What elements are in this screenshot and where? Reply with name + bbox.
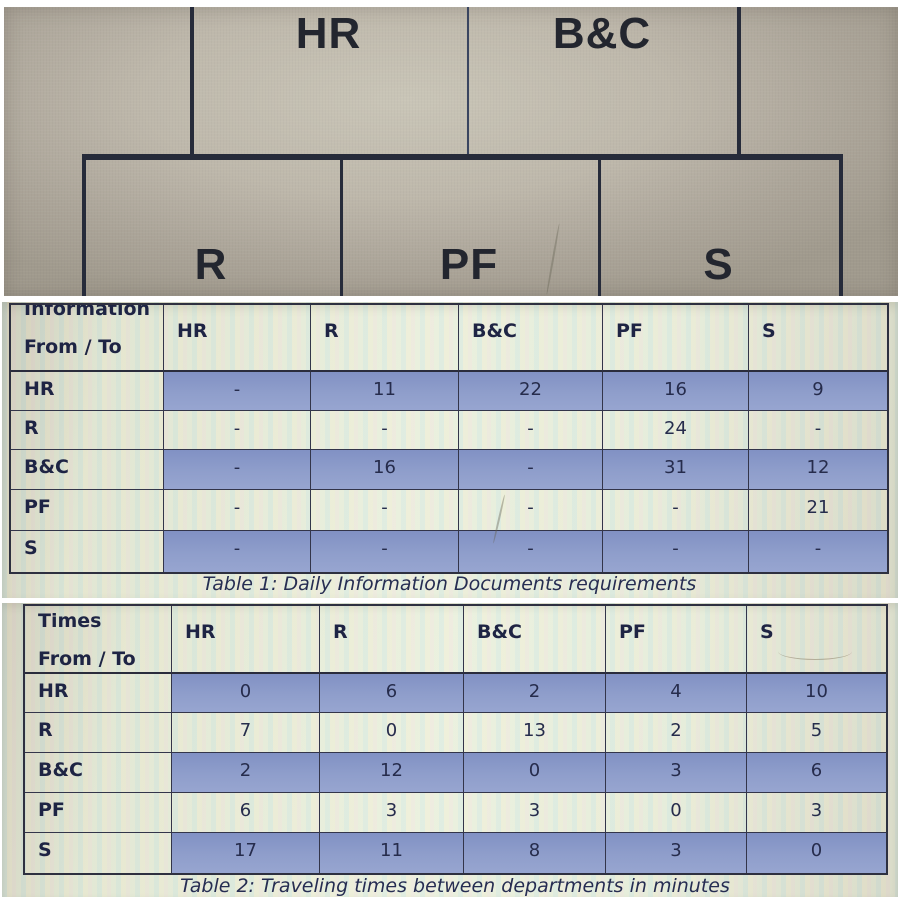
- table1-from-to-label: From / To: [24, 336, 122, 358]
- wall-bottom-div1: [340, 158, 343, 296]
- table2-corner-cell: Times From / To: [25, 606, 172, 674]
- table2-cell: 13: [464, 713, 606, 753]
- table1-cell: -: [749, 531, 887, 572]
- room-label-hr: HR: [295, 9, 362, 58]
- room-label-bc: B&C: [552, 9, 652, 58]
- table2-col-header: S: [747, 606, 886, 674]
- table1-cell: -: [459, 531, 603, 572]
- table1-title: Information: [24, 305, 151, 320]
- table2: Times From / To HR R B&C PF S HR 0 6 2 4…: [23, 604, 888, 875]
- wall-bottom-div2: [598, 158, 601, 296]
- table2-cell: 3: [464, 793, 606, 833]
- table1-cell: -: [164, 411, 311, 450]
- table2-cell: 3: [606, 753, 747, 793]
- table2-col-header: HR: [172, 606, 320, 674]
- table2-col-header: B&C: [464, 606, 606, 674]
- table2-row-header: B&C: [25, 753, 172, 793]
- table1-cell: 22: [459, 372, 603, 411]
- table2-col-header: PF: [606, 606, 747, 674]
- table1-corner-cell: Information From / To: [11, 305, 164, 372]
- table1-cell: 24: [603, 411, 749, 450]
- wall-bottom-right: [839, 154, 843, 296]
- room-label-r: R: [194, 240, 228, 289]
- room-label-s: S: [703, 240, 734, 289]
- table2-cell: 17: [172, 833, 320, 873]
- table1: Information From / To HR R B&C PF S HR -…: [9, 303, 889, 574]
- table1-section: Information From / To HR R B&C PF S HR -…: [2, 302, 898, 598]
- table2-cell: 3: [606, 833, 747, 873]
- table2-col-header: R: [320, 606, 464, 674]
- table1-row-header: S: [11, 531, 164, 572]
- table1-cell: 16: [603, 372, 749, 411]
- wall-top-left: [190, 7, 194, 158]
- table2-cell: 0: [320, 713, 464, 753]
- wall-top-middle: [467, 7, 469, 158]
- table2-cell: 3: [320, 793, 464, 833]
- table2-cell: 6: [320, 674, 464, 713]
- table1-cell: -: [603, 531, 749, 572]
- table1-cell: -: [459, 411, 603, 450]
- table2-cell: 0: [172, 674, 320, 713]
- table2-row-header: PF: [25, 793, 172, 833]
- table1-cell: 12: [749, 450, 887, 490]
- table2-cell: 0: [747, 833, 886, 873]
- table2-cell: 2: [464, 674, 606, 713]
- table1-col-header: S: [749, 305, 887, 372]
- table2-cell: 10: [747, 674, 886, 713]
- table1-cell: 9: [749, 372, 887, 411]
- table1-col-header: B&C: [459, 305, 603, 372]
- table1-cell: -: [164, 372, 311, 411]
- wall-top-right: [737, 7, 741, 156]
- table1-row-header: B&C: [11, 450, 164, 490]
- table2-cell: 8: [464, 833, 606, 873]
- room-label-pf: PF: [439, 240, 499, 289]
- table2-cell: 6: [172, 793, 320, 833]
- table2-title: Times: [38, 610, 102, 632]
- table2-cell: 0: [464, 753, 606, 793]
- table2-cell: 3: [747, 793, 886, 833]
- table2-cell: 11: [320, 833, 464, 873]
- table1-cell: -: [164, 450, 311, 490]
- table2-cell: 6: [747, 753, 886, 793]
- table2-cell: 0: [606, 793, 747, 833]
- table1-cell: -: [749, 411, 887, 450]
- table1-cell: -: [459, 450, 603, 490]
- table1-col-header: R: [311, 305, 459, 372]
- table2-cell: 4: [606, 674, 747, 713]
- table1-caption: Table 1: Daily Information Documents req…: [202, 573, 697, 595]
- table1-cell: -: [164, 531, 311, 572]
- table1-cell: 11: [311, 372, 459, 411]
- table1-cell: -: [603, 490, 749, 531]
- table2-cell: 12: [320, 753, 464, 793]
- table2-cell: 2: [172, 753, 320, 793]
- table2-row-header: R: [25, 713, 172, 753]
- table2-cell: 7: [172, 713, 320, 753]
- table2-cell: 5: [747, 713, 886, 753]
- table1-cell: -: [311, 531, 459, 572]
- table2-row-header: S: [25, 833, 172, 873]
- table2-row-header: HR: [25, 674, 172, 713]
- table1-cell: 16: [311, 450, 459, 490]
- table1-col-header: HR: [164, 305, 311, 372]
- wall-bottom-left: [82, 154, 86, 296]
- table1-cell: 31: [603, 450, 749, 490]
- table1-cell: -: [311, 411, 459, 450]
- table1-row-header: R: [11, 411, 164, 450]
- table1-cell: -: [164, 490, 311, 531]
- table2-cell: 2: [606, 713, 747, 753]
- wall-horizontal: [82, 154, 843, 160]
- table2-section: Times From / To HR R B&C PF S HR 0 6 2 4…: [2, 603, 898, 897]
- table1-row-header: HR: [11, 372, 164, 411]
- floor-plan-section: HR B&C R PF S: [4, 7, 898, 296]
- table2-from-to-label: From / To: [38, 648, 136, 670]
- table1-col-header: PF: [603, 305, 749, 372]
- table2-caption: Table 2: Traveling times between departm…: [180, 875, 730, 897]
- table1-row-header: PF: [11, 490, 164, 531]
- table1-cell: -: [459, 490, 603, 531]
- table1-cell: 21: [749, 490, 887, 531]
- table1-cell: -: [311, 490, 459, 531]
